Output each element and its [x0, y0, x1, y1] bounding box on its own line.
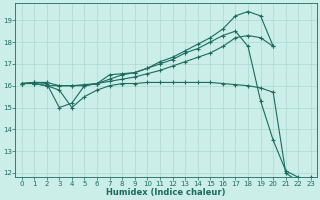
- X-axis label: Humidex (Indice chaleur): Humidex (Indice chaleur): [107, 188, 226, 197]
